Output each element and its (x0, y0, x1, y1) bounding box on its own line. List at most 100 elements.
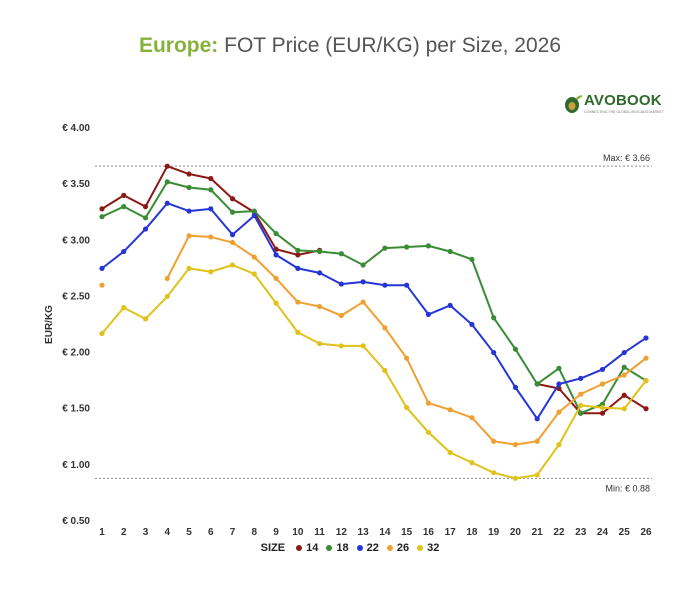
data-point (578, 402, 584, 408)
x-tick-label: 7 (230, 527, 236, 538)
data-point (208, 269, 214, 275)
data-point (382, 282, 388, 288)
y-tick-label: € 3.50 (62, 179, 90, 190)
chart-title: Europe: FOT Price (EUR/KG) per Size, 202… (0, 34, 700, 58)
avocado-logo-icon (565, 95, 583, 113)
data-point (512, 384, 519, 390)
data-point (142, 226, 149, 232)
data-point (251, 254, 257, 260)
data-point (491, 470, 497, 476)
data-point (338, 281, 344, 287)
data-point (229, 232, 236, 238)
data-point (99, 282, 105, 288)
data-point (317, 303, 323, 310)
data-point (512, 346, 519, 352)
series-group (99, 163, 649, 481)
y-tick-label: € 2.50 (62, 291, 90, 302)
x-tick-label: 14 (379, 527, 391, 538)
data-point (621, 372, 627, 378)
reference-line-label: Min: € 0.88 (605, 483, 650, 493)
legend-label: 26 (396, 542, 410, 554)
series-line (101, 180, 647, 415)
legend-item-14: 14 (296, 542, 318, 554)
data-point (491, 315, 497, 321)
data-point (491, 349, 497, 356)
x-tick-label: 24 (597, 527, 609, 538)
data-point (338, 343, 344, 349)
data-point (578, 375, 584, 381)
legend-item-22: 22 (356, 542, 379, 554)
x-tick-label: 23 (575, 527, 587, 538)
x-tick-label: 13 (358, 527, 370, 538)
data-point (251, 271, 257, 277)
y-axis-label: EUR/KG (44, 305, 55, 344)
legend-label: 14 (306, 542, 319, 554)
data-point (621, 349, 627, 356)
data-point (121, 305, 127, 311)
series-line (101, 202, 647, 420)
data-point (360, 279, 366, 285)
legend-marker (356, 545, 363, 552)
data-point (621, 364, 627, 370)
data-point (164, 179, 170, 185)
data-point (295, 247, 301, 253)
series-32 (99, 262, 649, 481)
data-point (186, 171, 192, 177)
data-point (643, 355, 649, 361)
data-point (142, 316, 149, 322)
series-line (536, 383, 647, 415)
x-tick-label: 17 (445, 527, 457, 538)
legend-marker (296, 545, 303, 552)
data-point (534, 416, 540, 422)
data-point (425, 243, 431, 249)
data-point (208, 234, 214, 240)
data-point (621, 392, 627, 398)
data-point (599, 404, 606, 411)
data-point (186, 208, 192, 214)
series-line (101, 263, 647, 480)
x-tick-label: 16 (423, 527, 435, 538)
data-point (360, 262, 366, 268)
data-point (512, 442, 519, 448)
logo-text: AVOBOOK (584, 92, 662, 109)
data-point (469, 460, 475, 466)
x-tick-label: 5 (186, 527, 192, 538)
x-tick-label: 10 (292, 527, 304, 538)
data-point (229, 262, 236, 268)
data-point (99, 214, 105, 220)
data-point (469, 321, 475, 328)
data-point (273, 230, 279, 237)
x-tick-label: 9 (273, 527, 279, 538)
data-point (295, 252, 301, 258)
data-point (556, 442, 562, 448)
data-point (360, 299, 366, 305)
data-point (273, 275, 279, 282)
data-point (404, 244, 410, 250)
x-tick-label: 12 (336, 527, 348, 538)
legend-label: 18 (336, 542, 349, 554)
data-point (534, 472, 540, 478)
data-point (295, 329, 301, 335)
data-point (121, 204, 127, 210)
data-point (164, 200, 170, 206)
data-point (404, 282, 410, 288)
y-tick-label: € 2.00 (62, 348, 90, 359)
data-point (229, 209, 236, 215)
data-point (295, 265, 301, 271)
data-point (404, 355, 410, 361)
data-point (317, 270, 323, 276)
x-tick-label: 25 (619, 527, 631, 538)
data-point (382, 245, 388, 251)
x-tick-label: 26 (640, 527, 652, 538)
x-tick-label: 20 (510, 527, 522, 538)
y-tick-label: € 1.50 (62, 404, 90, 415)
data-point (556, 381, 562, 387)
data-point (643, 378, 649, 384)
x-tick-label: 15 (401, 527, 413, 538)
data-point (121, 192, 127, 198)
legend-label: 32 (427, 542, 440, 554)
legend-marker (386, 545, 393, 552)
data-point (534, 381, 540, 387)
x-tick-label: 22 (553, 527, 565, 538)
